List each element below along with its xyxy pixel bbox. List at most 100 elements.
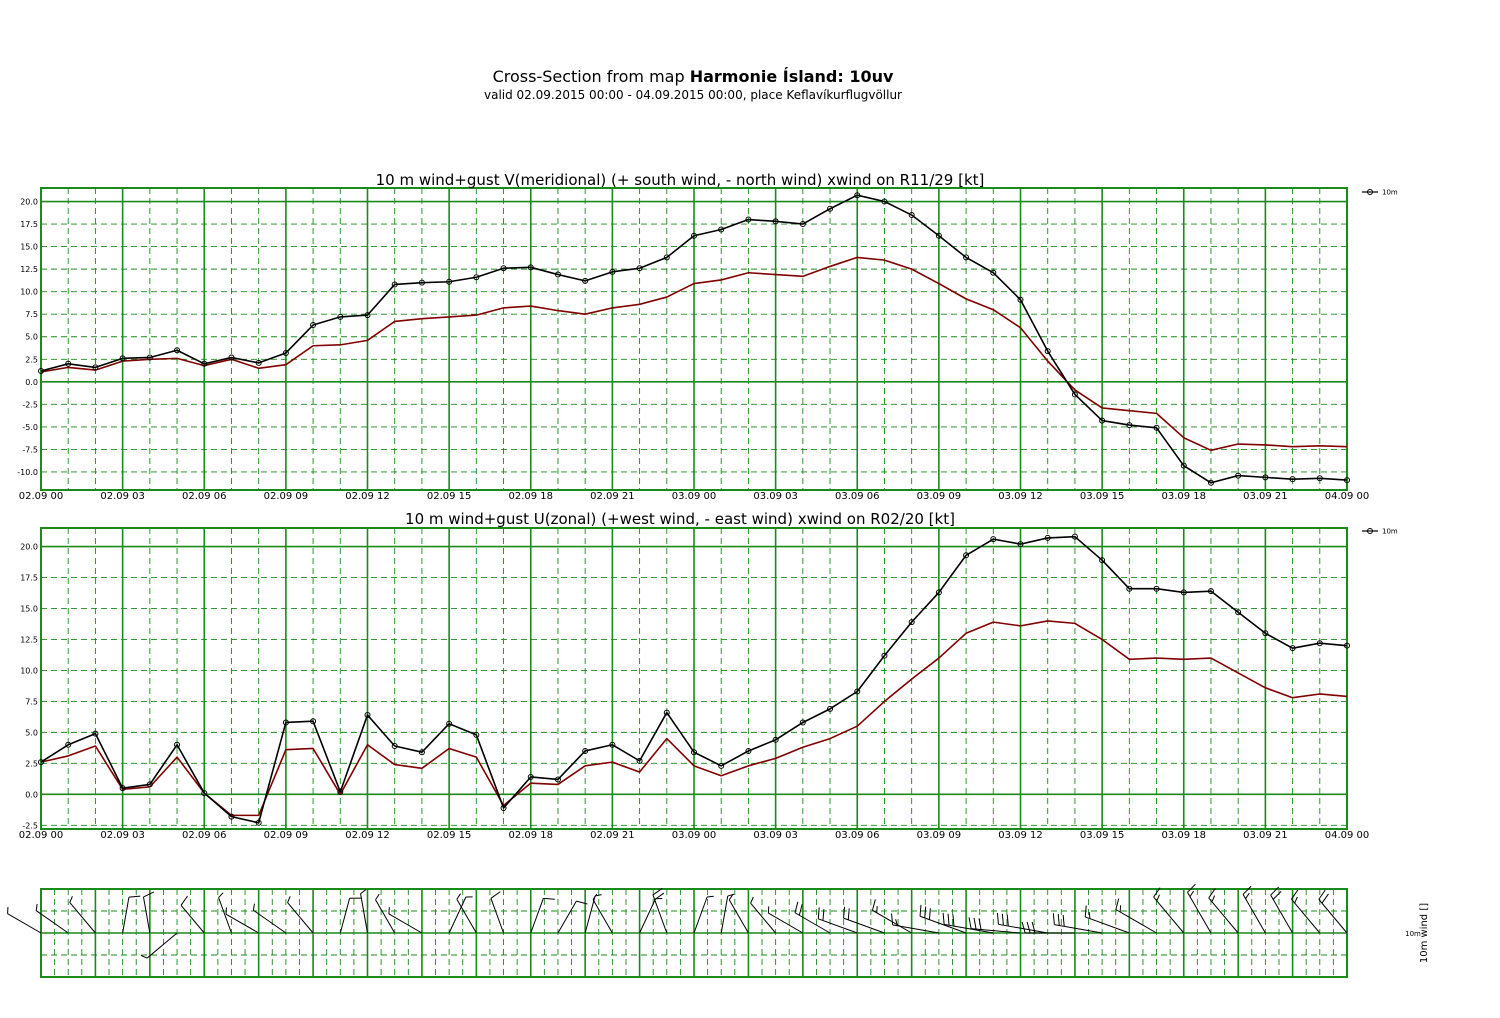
barb-staff xyxy=(7,913,42,934)
y-tick-label: 17.5 xyxy=(20,574,38,583)
y-tick-label: 7.5 xyxy=(25,310,38,319)
gust-point xyxy=(337,313,344,320)
barb-staff xyxy=(360,893,368,934)
wind-barb xyxy=(996,912,1048,934)
y-tick-label: 2.5 xyxy=(25,759,38,768)
wind-barb xyxy=(1187,883,1212,934)
series-line-gust xyxy=(40,535,1348,824)
x-tick-label: 03.09 15 xyxy=(1080,491,1125,502)
gust-point xyxy=(1262,630,1269,637)
gust-point xyxy=(1344,477,1350,484)
wind-barb xyxy=(728,893,749,934)
gust-point xyxy=(935,232,942,239)
gust-point xyxy=(908,212,915,219)
gust-point xyxy=(881,198,888,205)
x-tick-label: 03.09 12 xyxy=(998,491,1043,502)
barb-feather xyxy=(252,903,255,911)
barb-feather xyxy=(287,896,291,903)
barb-staff xyxy=(225,913,259,934)
y-tick-label: 12.5 xyxy=(20,265,38,274)
barb-feather xyxy=(919,904,922,917)
gust-point xyxy=(1126,585,1133,592)
gust-point xyxy=(609,268,616,275)
gust-point xyxy=(418,749,425,756)
barb-staff xyxy=(69,902,96,934)
y-tick-label: 15.0 xyxy=(20,605,38,614)
barb-feather xyxy=(895,919,898,926)
gust-point xyxy=(772,736,779,743)
gust-point xyxy=(990,536,997,543)
barb-staff xyxy=(1115,909,1157,934)
gust-point xyxy=(146,781,153,788)
gust-point xyxy=(1344,642,1350,649)
barb-feather xyxy=(1156,894,1160,902)
gust-point xyxy=(337,788,344,795)
barb-staff xyxy=(375,899,396,934)
legend-marker xyxy=(1367,528,1373,534)
barb-staff xyxy=(35,910,69,934)
panel-title: 10 m wind+gust U(zonal) (+west wind, - e… xyxy=(405,510,955,528)
x-tick-label: 02.09 06 xyxy=(182,491,227,502)
wind-barb xyxy=(456,893,477,934)
gust-point xyxy=(663,254,670,261)
gust-point xyxy=(201,790,208,797)
gust-point xyxy=(92,730,99,737)
barb-staff xyxy=(971,928,1021,934)
legend-label: 10m xyxy=(1382,189,1398,197)
wind-barb xyxy=(339,897,362,934)
barb-feather xyxy=(360,889,367,895)
barb-y-label: 10m wind [] xyxy=(1419,903,1430,963)
gust-point xyxy=(609,741,616,748)
barb-feather xyxy=(375,893,380,901)
barb-feather xyxy=(1270,886,1280,896)
barb-staff xyxy=(1242,894,1266,934)
plot-frame xyxy=(40,527,1348,830)
barb-staff xyxy=(1153,896,1185,934)
barb-staff xyxy=(388,913,423,934)
gust-point xyxy=(718,762,725,769)
x-tick-label: 03.09 21 xyxy=(1243,830,1288,841)
y-tick-label: 10.0 xyxy=(20,288,38,297)
gust-point xyxy=(146,354,153,361)
gust-point xyxy=(963,552,970,559)
gust-point xyxy=(391,743,398,750)
barb-staff xyxy=(490,898,505,934)
gust-point xyxy=(1153,585,1160,592)
gust-point xyxy=(1099,557,1106,564)
x-tick-label: 02.09 15 xyxy=(427,491,472,502)
barb-staff xyxy=(750,902,777,934)
gust-point xyxy=(65,741,72,748)
barb-feather xyxy=(576,900,588,905)
barb-feather xyxy=(1084,905,1087,918)
x-tick-label: 02.09 12 xyxy=(345,491,390,502)
gust-point xyxy=(418,279,425,286)
barb-staff xyxy=(892,924,939,934)
legend-marker xyxy=(1367,189,1373,195)
x-tick-label: 03.09 06 xyxy=(835,491,880,502)
barb-staff xyxy=(339,898,351,934)
x-tick-label: 03.09 15 xyxy=(1080,830,1125,841)
gust-point xyxy=(391,281,398,288)
gust-point xyxy=(1289,476,1296,483)
wind-barb xyxy=(639,898,663,934)
wind-barb xyxy=(180,895,205,934)
main-title: Cross-Section from map Harmonie Ísland: … xyxy=(0,66,1386,88)
barb-feather xyxy=(1189,890,1195,897)
barb-feather xyxy=(69,896,73,903)
wind-barb xyxy=(7,906,42,934)
wind-barb xyxy=(919,904,967,934)
gust-point xyxy=(500,265,507,272)
barb-feather xyxy=(928,908,931,920)
x-tick-label: 02.09 21 xyxy=(590,491,635,502)
gust-point xyxy=(255,819,262,826)
wind-barb xyxy=(693,895,714,934)
gust-point xyxy=(310,718,317,725)
gust-point xyxy=(1099,417,1106,424)
gust-point xyxy=(1017,296,1024,303)
barb-panel xyxy=(7,883,1348,978)
barb-feather xyxy=(728,893,734,901)
barb-feather xyxy=(543,897,555,900)
x-tick-label: 02.09 09 xyxy=(264,830,309,841)
wind-barb xyxy=(1021,921,1075,934)
